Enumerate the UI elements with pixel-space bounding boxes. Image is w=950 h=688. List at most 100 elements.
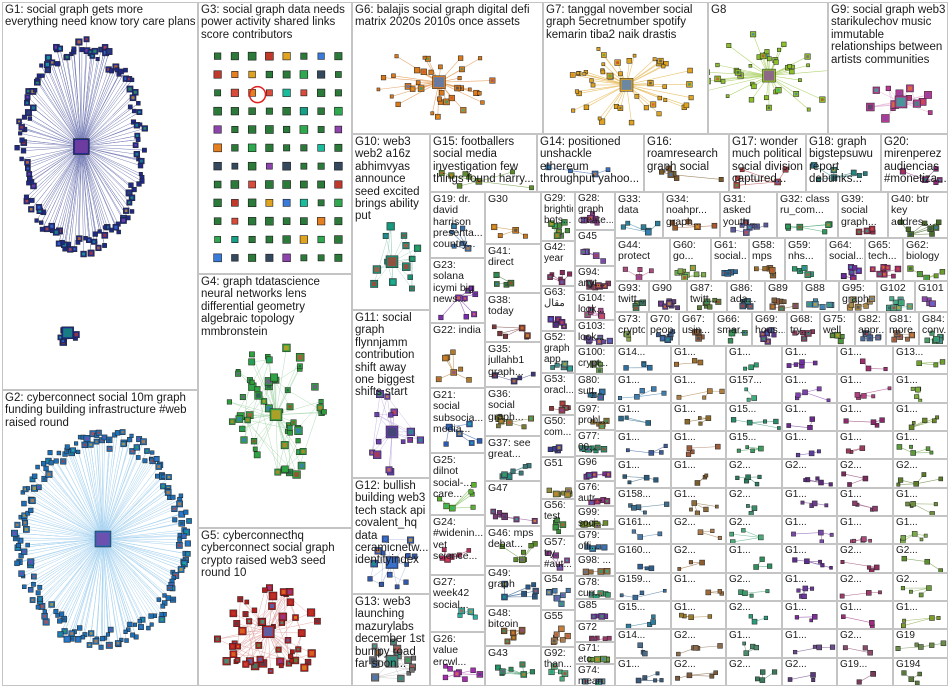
cluster-panel-g17[interactable]: G17: wonder much political social divisi… [729,134,806,192]
cluster-panel-g73[interactable]: G73: crypto [615,312,647,346]
cluster-panel-tile-9[interactable]: G1... [782,374,837,403]
cluster-panel-g64[interactable]: G64: social... [826,238,865,281]
cluster-panel-g87[interactable]: G87: twitt... [687,281,727,312]
cluster-panel-tile-15[interactable]: G1... [782,403,837,431]
cluster-panel-g49[interactable]: G49: graph [485,566,541,606]
cluster-panel-g66[interactable]: G66: smar... [714,312,752,346]
cluster-panel-tile-57[interactable]: G1... [782,601,837,629]
cluster-panel-tile-61[interactable]: G2... [671,629,726,658]
cluster-panel-g97[interactable]: G97: probl... [575,403,615,430]
cluster-panel-g14[interactable]: G14: positioned unshackle ethereum throu… [537,134,644,192]
cluster-panel-tile-13[interactable]: G1... [671,403,726,431]
cluster-panel-g48[interactable]: G48: bitcoin [485,606,541,646]
cluster-panel-g44[interactable]: G44: protect [615,238,670,281]
cluster-panel-g41[interactable]: G41: direct [485,244,541,293]
cluster-panel-g50[interactable]: G50: com... [541,415,575,457]
cluster-panel-tile-45[interactable]: G1... [782,544,837,573]
cluster-panel-tile-29[interactable]: G2... [893,459,948,488]
cluster-panel-g71[interactable]: G71: etc [575,642,615,664]
cluster-panel-g39[interactable]: G39: social graph... [838,192,888,238]
cluster-panel-tile-32[interactable]: G2... [726,488,782,516]
cluster-panel-g92[interactable]: G92: than... [541,647,575,686]
cluster-panel-g96[interactable]: G96 [575,456,615,481]
cluster-panel-tile-44[interactable]: G1... [726,544,782,573]
cluster-panel-tile-71[interactable]: G194 [893,658,948,686]
cluster-panel-tile-4[interactable]: G1... [837,346,893,374]
cluster-panel-tile-1[interactable]: G1... [671,346,726,374]
cluster-panel-tile-42[interactable]: G160... [615,544,671,573]
cluster-panel-g24[interactable]: G24: #widenin... vet science... [430,515,485,575]
cluster-panel-g30[interactable]: G30 [485,192,541,244]
cluster-panel-g18[interactable]: G18: graph bigstepsuwu report debunks... [806,134,881,192]
cluster-panel-g80[interactable]: G80: sutt... [575,374,615,403]
cluster-panel-tile-66[interactable]: G1... [615,658,671,686]
cluster-panel-g26[interactable]: G26: value ercwl... [430,632,485,686]
cluster-panel-tile-43[interactable]: G2... [671,544,726,573]
cluster-panel-g12[interactable]: G12: bullish building web3 tech stack ap… [352,478,430,594]
cluster-panel-g100[interactable]: G100: crypt... [575,346,615,374]
cluster-panel-tile-40[interactable]: G1... [837,516,893,544]
cluster-panel-tile-19[interactable]: G1... [671,431,726,459]
cluster-panel-g16[interactable]: G16: roamresearch graph social [644,134,729,192]
cluster-panel-g1[interactable]: G1: social graph gets more everything ne… [2,2,198,390]
cluster-panel-g19[interactable]: G19: dr. david harrison presenta... coun… [430,192,485,258]
cluster-panel-g11[interactable]: G11: social graph flynnjamm contribution… [352,310,430,478]
cluster-panel-g101[interactable]: G101 [915,281,948,312]
cluster-panel-g99[interactable]: G99: soci... [575,506,615,529]
cluster-panel-g42[interactable]: G42: year [541,241,575,286]
cluster-panel-g23[interactable]: G23: solana icymi big news... [430,258,485,323]
cluster-panel-tile-18[interactable]: G1... [615,431,671,459]
cluster-panel-tile-59[interactable]: G1... [893,601,948,629]
cluster-panel-tile-50[interactable]: G2... [726,573,782,601]
cluster-panel-g74[interactable]: G74: mean [575,664,615,686]
cluster-panel-tile-34[interactable]: G1... [837,488,893,516]
cluster-panel-g55[interactable]: G55 [541,610,575,647]
cluster-panel-g15[interactable]: G15: footballers social media investigat… [430,134,537,192]
cluster-panel-g62[interactable]: G62: biology [903,238,948,281]
cluster-panel-g38[interactable]: G38: today [485,293,541,342]
cluster-panel-tile-12[interactable]: G1... [615,403,671,431]
cluster-panel-g27[interactable]: G27: week42 social... [430,575,485,632]
cluster-panel-g3[interactable]: G3: social graph data needs power activi… [198,2,352,274]
cluster-panel-tile-3[interactable]: G1... [782,346,837,374]
cluster-panel-tile-11[interactable]: G1... [893,374,948,403]
cluster-panel-tile-70[interactable]: G19... [837,658,893,686]
cluster-panel-tile-54[interactable]: G15... [615,601,671,629]
cluster-panel-g40[interactable]: G40: btr key addres... [888,192,948,238]
cluster-panel-g63[interactable]: G63: مقال [541,286,575,331]
cluster-panel-g5[interactable]: G5: cyberconnecthq cyberconnect social g… [198,528,352,686]
cluster-panel-tile-49[interactable]: G1... [671,573,726,601]
cluster-panel-g85[interactable]: G85 [575,599,615,621]
cluster-panel-g95[interactable]: G95: graph [839,281,877,312]
cluster-panel-tile-46[interactable]: G2... [837,544,893,573]
cluster-panel-g61[interactable]: G61: social... [711,238,749,281]
cluster-panel-g86[interactable]: G86: ada... [727,281,765,312]
cluster-panel-g7[interactable]: G7: tanggal november social graph 5ecret… [543,2,708,134]
cluster-panel-g37[interactable]: G37: see great... [485,436,541,481]
cluster-panel-g94[interactable]: G94: anyt... [575,266,615,292]
cluster-panel-g88[interactable]: G88 [802,281,839,312]
cluster-panel-tile-30[interactable]: G158... [615,488,671,516]
cluster-panel-g98[interactable]: G98: ... [575,554,615,576]
cluster-panel-g78[interactable]: G78: curr... [575,576,615,599]
cluster-panel-g81[interactable]: G81: more... [886,312,919,346]
cluster-panel-g22[interactable]: G22: india [430,323,485,388]
cluster-panel-tile-69[interactable]: G2... [782,658,837,686]
cluster-panel-tile-60[interactable]: G14... [615,629,671,658]
cluster-panel-g9[interactable]: G9: social graph web3 starikulechov musi… [828,2,948,134]
cluster-panel-tile-5[interactable]: G13... [893,346,948,374]
cluster-panel-g34[interactable]: G34: noahpr... graph... [663,192,720,238]
cluster-panel-g2[interactable]: G2: cyberconnect social 10m graph fundin… [2,390,198,686]
cluster-panel-g68[interactable]: G68: try... [787,312,820,346]
cluster-panel-tile-52[interactable]: G2... [837,573,893,601]
cluster-panel-g102[interactable]: G102 [877,281,915,312]
cluster-panel-g77[interactable]: G77: 00... [575,430,615,456]
cluster-panel-tile-41[interactable]: G1... [893,516,948,544]
cluster-panel-tile-10[interactable]: G1... [837,374,893,403]
cluster-panel-g46[interactable]: G46: mps debat... [485,526,541,566]
cluster-panel-tile-8[interactable]: G157... [726,374,782,403]
cluster-panel-tile-16[interactable]: G1... [837,403,893,431]
cluster-panel-g53[interactable]: G53: oracl... [541,373,575,415]
cluster-panel-tile-35[interactable]: G1... [893,488,948,516]
cluster-panel-g36[interactable]: G36: social graph... [485,387,541,436]
